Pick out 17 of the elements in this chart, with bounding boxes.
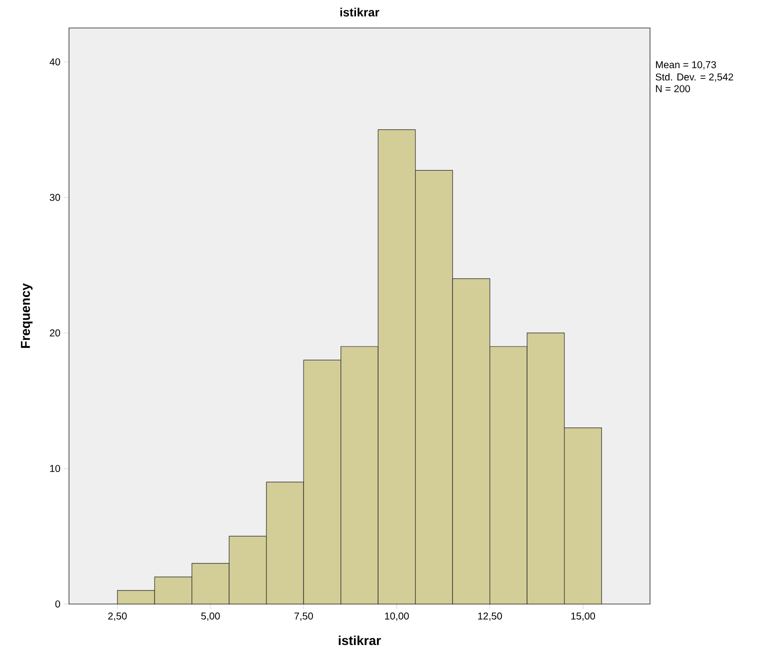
y-axis-title: Frequency	[20, 283, 33, 348]
x-tick-label: 10,00	[385, 612, 409, 621]
text: Mean = 10,73	[656, 61, 716, 70]
x-tick-label: 12,50	[478, 612, 502, 621]
x-tick-label: 7,50	[294, 612, 313, 621]
y-tick-label: 0	[55, 600, 60, 608]
y-tick-label: 40	[50, 58, 60, 66]
y-tick-label: 30	[50, 194, 60, 201]
x-axis-title: istikrar	[338, 636, 381, 646]
y-tick-label: 20	[50, 329, 60, 336]
chart-title: istikrar	[340, 8, 380, 16]
text: Std. Dev. = 2,542	[656, 73, 734, 82]
y-tick-label: 10	[50, 464, 60, 472]
x-tick-label: 2,50	[108, 612, 127, 621]
text: N = 200	[656, 85, 690, 92]
x-tick-label: 5,00	[201, 612, 220, 621]
x-tick-label: 15,00	[571, 612, 596, 621]
